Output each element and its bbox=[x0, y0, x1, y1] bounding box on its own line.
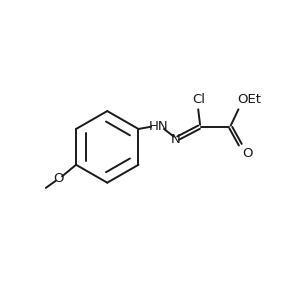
Text: HN: HN bbox=[148, 120, 168, 133]
Text: O: O bbox=[242, 147, 253, 161]
Text: N: N bbox=[171, 133, 181, 146]
Text: OEt: OEt bbox=[237, 93, 261, 106]
Text: Cl: Cl bbox=[192, 93, 205, 106]
Text: O: O bbox=[53, 172, 64, 185]
